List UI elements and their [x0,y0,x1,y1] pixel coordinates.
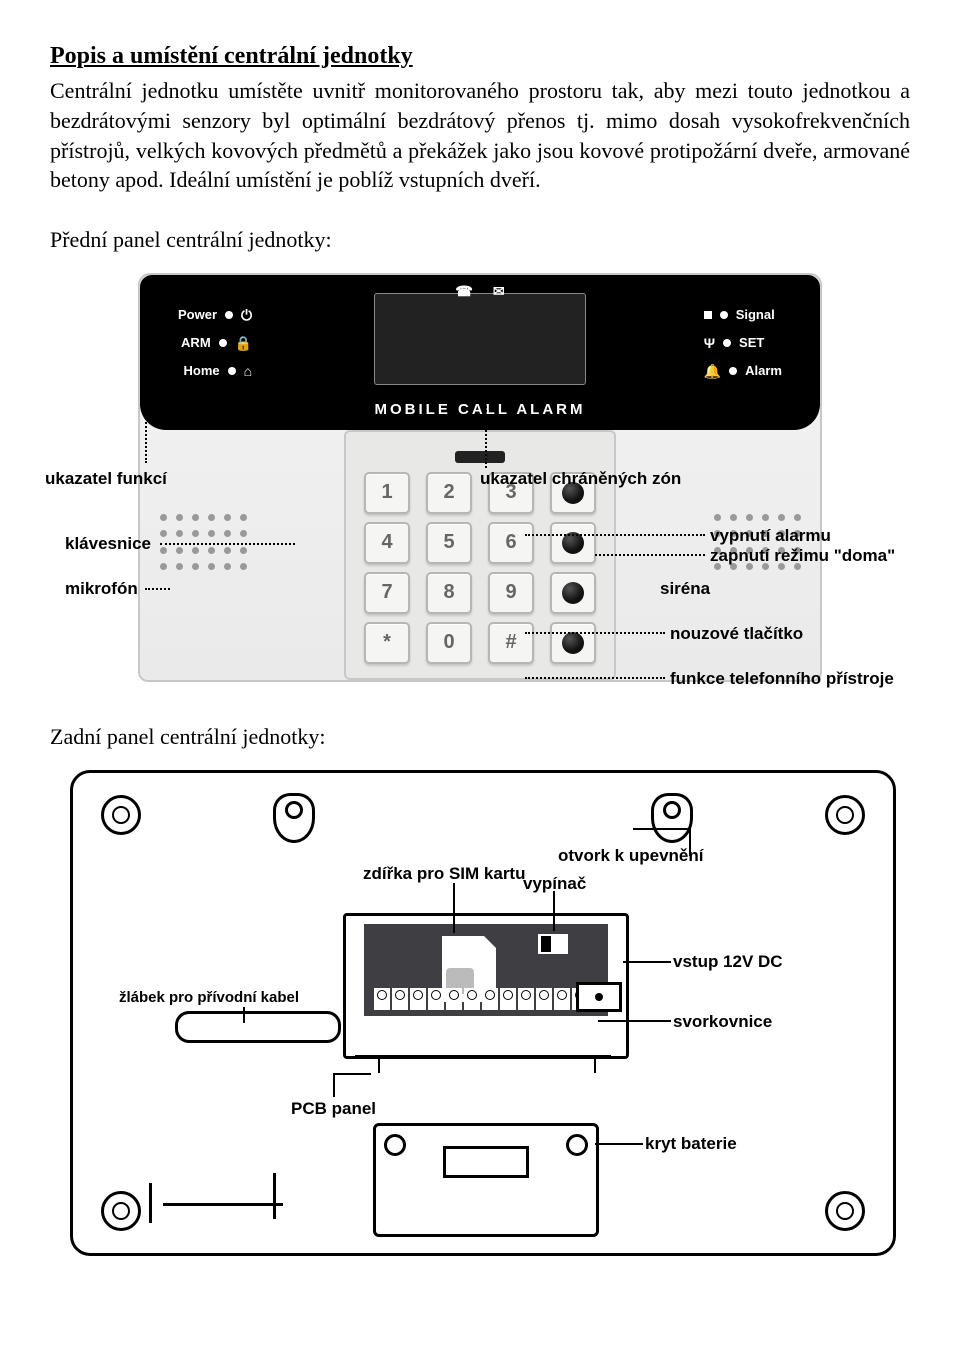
key-phone[interactable] [550,622,596,664]
label-batt: kryt baterie [645,1133,737,1156]
lock-icon: 🔒 [235,336,252,350]
phone-icon: ☎ [455,282,472,301]
label-cable: žlábek pro přívodní kabel [119,988,299,1008]
arm-label: ARM [181,334,211,352]
label-term: svorkovnice [673,1011,772,1034]
dc-jack [576,982,622,1012]
hang-hole-l [273,793,315,843]
key-1[interactable]: 1 [364,472,410,514]
label-func: ukazatel funkcí [45,468,167,491]
label-zones: ukazatel chráněných zón [480,468,681,491]
key-6[interactable]: 6 [488,522,534,564]
hang-hole-r [651,793,693,843]
battery-cover [373,1123,599,1237]
speaker-left [158,512,248,572]
bell-icon: 🔔 [704,364,721,378]
front-panel-figure: ☎ ✉ Power ⏻ ARM 🔒 Home ⌂ Signal Ψ SET 🔔 Alarm… [50,273,910,682]
screw-tl [101,795,141,835]
screw-tr [825,795,865,835]
mail-icon: ✉ [493,282,505,301]
key-8[interactable]: 8 [426,572,472,614]
screw-br [825,1191,865,1231]
terminal-block [374,988,598,1010]
label-siren: siréna [660,578,710,601]
label-hole: otvork k upevnění [558,845,703,868]
front-heading: Přední panel centrální jednotky: [50,225,910,255]
device-rear: zdířka pro SIM kartu otvork k upevnění v… [70,770,896,1256]
home-icon: ⌂ [244,364,252,378]
lcd-screen: ☎ ✉ [374,293,586,385]
label-mic: mikrofón [65,578,138,601]
ir-window [455,451,505,463]
key-hash[interactable]: # [488,622,534,664]
key-7[interactable]: 7 [364,572,410,614]
alarm-label: Alarm [745,362,782,380]
brand-text: MOBILE CALL ALARM [140,400,820,420]
page-title: Popis a umístění centrální jednotky [50,40,910,72]
rear-heading: Zadní panel centrální jednotky: [50,722,910,752]
paragraph-main: Centrální jednotku umístěte uvnitř monit… [50,76,910,195]
rear-panel-figure: zdířka pro SIM kartu otvork k upevnění v… [70,770,890,1256]
label-dc: vstup 12V DC [673,951,783,974]
label-phone: funkce telefonního přístroje [670,668,894,691]
antenna-icon: Ψ [704,336,715,350]
key-home[interactable] [550,522,596,564]
key-9[interactable]: 9 [488,572,534,614]
home-label: Home [184,362,220,380]
label-sim: zdířka pro SIM kartu [363,863,525,886]
power-icon: ⏻ [241,308,252,322]
key-panic[interactable] [550,572,596,614]
pcb-frame [343,913,629,1059]
cable-groove [175,1011,341,1043]
set-label: SET [739,334,764,352]
key-2[interactable]: 2 [426,472,472,514]
display-panel: ☎ ✉ Power ⏻ ARM 🔒 Home ⌂ Signal Ψ SET 🔔 Alarm… [140,275,820,430]
label-panic: nouzové tlačítko [670,623,803,646]
label-pcb: PCB panel [291,1098,376,1121]
pcb-board [364,924,608,1016]
key-star[interactable]: * [364,622,410,664]
label-home-mode: zapnutí režimu "doma" [710,545,895,568]
key-5[interactable]: 5 [426,522,472,564]
key-4[interactable]: 4 [364,522,410,564]
signal-label: Signal [736,306,775,324]
key-0[interactable]: 0 [426,622,472,664]
power-switch[interactable] [538,934,568,954]
power-label: Power [178,306,217,324]
screw-bl [101,1191,141,1231]
label-keypad: klávesnice [65,533,151,556]
